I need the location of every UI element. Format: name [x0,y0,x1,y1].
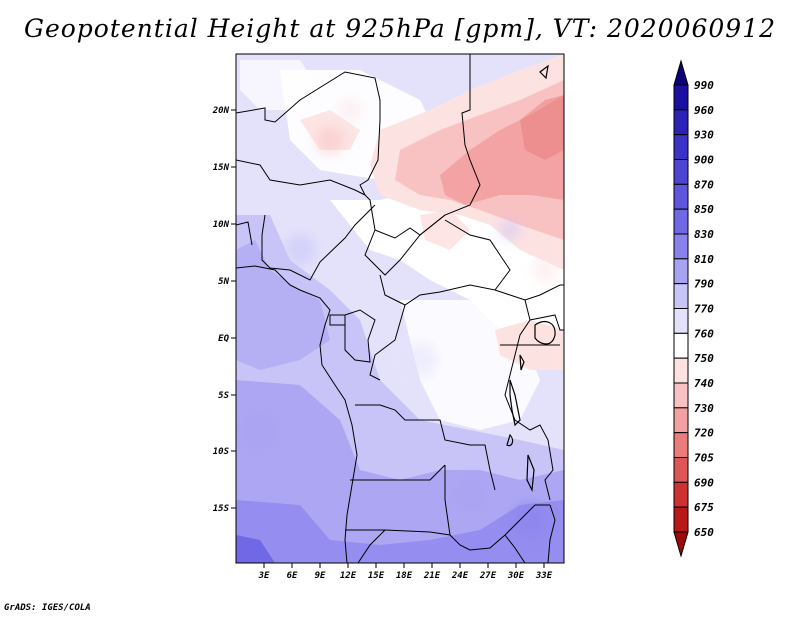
map-title: Geopotential Height at 925hPa [gpm], VT:… [23,14,777,43]
colorbar-segment [673,233,689,260]
lon-label: 21E [423,571,441,581]
lat-tick-10n: 10N [213,220,236,230]
lon-tick-15e: 15E [368,563,385,581]
lat-label: 5S [218,391,229,401]
geopotential-field [236,54,564,563]
colorbar-label: 930 [694,129,714,142]
lon-tick-21e: 21E [423,563,441,581]
colorbar-segment [673,84,689,111]
colorbar-segment [673,432,689,458]
colorbar-segment [673,109,689,136]
lon-label: 3E [258,571,270,581]
colorbar-arrow-bottom [673,531,689,558]
lon-tick-12e: 12E [340,563,357,581]
lon-label: 24E [451,571,469,581]
colorbar-label: 690 [694,476,714,489]
colorbar-label: 960 [694,104,714,117]
colorbar-label: 770 [694,303,714,316]
colorbar-label: 720 [694,427,714,440]
colorbar-label: 740 [694,377,714,390]
colorbar-label: 900 [694,154,714,167]
lakes [506,64,556,493]
lon-label: 6E [287,571,298,581]
map-frame [235,53,565,564]
lat-label: EQ [218,334,229,344]
lat-tick-10s: 10S [213,447,236,457]
lat-label: 5N [218,277,229,287]
lat-label: 15S [213,504,230,514]
country-borders [236,54,564,563]
lon-tick-6e: 6E [287,563,298,581]
colorbar-label: 650 [694,526,714,539]
lon-label: 30E [507,571,525,581]
lat-label: 15N [213,163,230,173]
colorbar-arrow-top [673,59,689,86]
lon-tick-24e: 24E [451,563,469,581]
lat-label: 10N [213,220,230,230]
colorbar-segment [673,134,689,161]
lon-label: 9E [315,571,326,581]
colorbar-label: 705 [694,452,714,465]
lat-label: 10S [213,447,230,457]
lon-tick-9e: 9E [315,563,326,581]
lat-tick-eq: EQ [218,334,236,344]
credit-text: GrADS: IGES/COLA [4,603,91,613]
lon-tick-27e: 27E [479,563,497,581]
colorbar-segment [673,407,689,434]
colorbar-segment [673,258,689,285]
colorbar-label: 750 [694,352,714,365]
colorbar-label: 790 [694,278,714,291]
lon-tick-18e: 18E [396,563,413,581]
colorbar-segment [673,382,689,409]
longitude-axis: 3E 6E 9E 12E 15E 18E 21E 24E 27E 30E 33E [258,563,553,581]
colorbar-segment [673,308,689,334]
lon-tick-30e: 30E [507,563,525,581]
lat-label: 20N [212,106,230,116]
colorbar-segment [673,481,689,508]
colorbar-segment [673,283,689,309]
lon-label: 18E [396,571,413,581]
colorbar-segment [673,357,689,384]
colorbar-segment [673,506,689,533]
lon-label: 27E [479,571,497,581]
colorbar-segment [673,457,689,483]
colorbar-segment [673,183,689,210]
lat-tick-20n: 20N [212,106,236,116]
colorbar-segment [673,208,689,235]
colorbar-segment [673,159,689,185]
colorbar-segment [673,332,689,359]
colorbar-label: 730 [694,402,714,415]
colorbar-label: 850 [694,203,714,216]
lon-tick-33e: 33E [535,563,553,581]
lon-label: 33E [535,571,553,581]
colorbar-label: 870 [694,178,714,191]
lat-tick-5s: 5S [218,391,236,401]
lon-label: 15E [368,571,385,581]
latitude-axis: 20N 15N 10N 5N EQ 5S 10S 15S [212,106,236,514]
colorbar-label: 810 [694,253,714,266]
lat-tick-15n: 15N [213,163,236,173]
colorbar: 990 960 930 900 870 850 830 810 790 770 760 750 740 7… [673,59,714,558]
colorbar-label: 990 [694,79,714,92]
lon-tick-3e: 3E [258,563,270,581]
lat-tick-15s: 15S [213,504,236,514]
colorbar-label: 830 [694,228,714,241]
colorbar-label: 760 [694,327,714,340]
lon-label: 12E [340,571,357,581]
colorbar-label: 675 [694,501,714,514]
lat-tick-5n: 5N [218,277,236,287]
